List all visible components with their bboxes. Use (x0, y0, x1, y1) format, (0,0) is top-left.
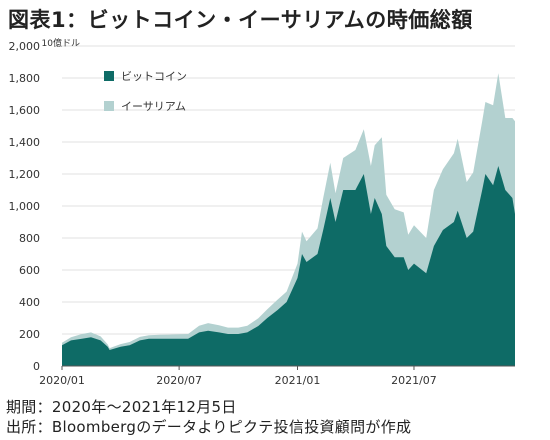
period-note: 期間：2020年～2021年12月5日 (6, 398, 237, 416)
chart: 0 200 400 600 800 1,000 1,200 1,400 1,600 1,800 2,… (9, 37, 515, 387)
legend-swatch-bitcoin (104, 71, 114, 81)
x-tick-label: 2021/01 (275, 374, 321, 387)
legend-swatch-ethereum (104, 101, 114, 111)
y-tick-label: 0 (33, 360, 40, 373)
source-note: 出所：Bloombergのデータよりピクテ投信投資顧問が作成 (6, 418, 412, 436)
x-tick-labels: 2020/01 2020/07 2021/01 2021/07 (39, 366, 437, 387)
x-tick-label: 2020/07 (156, 374, 202, 387)
y-tick-label: 1,800 (9, 72, 41, 85)
y-tick-label: 1,200 (9, 168, 41, 181)
y-unit-label: 10億ドル (42, 37, 80, 49)
y-tick-label: 800 (19, 232, 40, 245)
y-tick-label: 200 (19, 328, 40, 341)
legend-label-bitcoin: ビットコイン (121, 70, 187, 83)
y-tick-label: 1,400 (9, 136, 41, 149)
x-tick-label: 2021/07 (391, 374, 437, 387)
y-tick-label: 2,000 (9, 40, 41, 53)
y-tick-label: 600 (19, 264, 40, 277)
y-tick-label: 400 (19, 296, 40, 309)
x-tick-label: 2020/01 (39, 374, 85, 387)
bitcoin-area (62, 166, 515, 366)
y-tick-labels: 0 200 400 600 800 1,000 1,200 1,400 1,600 1,800 2,… (9, 40, 41, 373)
y-tick-label: 1,600 (9, 104, 41, 117)
legend-label-ethereum: イーサリアム (121, 100, 186, 113)
y-tick-label: 1,000 (9, 200, 41, 213)
chart-title: 図表1：ビットコイン・イーサリアムの時価総額 (8, 8, 473, 32)
